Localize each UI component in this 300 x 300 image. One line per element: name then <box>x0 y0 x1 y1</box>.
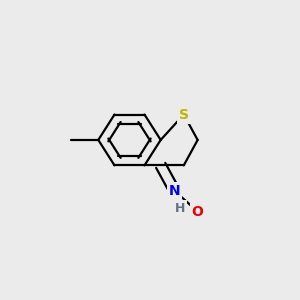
Text: H: H <box>175 202 185 214</box>
Text: O: O <box>192 205 204 219</box>
Text: N: N <box>169 184 180 198</box>
Text: S: S <box>179 107 189 122</box>
